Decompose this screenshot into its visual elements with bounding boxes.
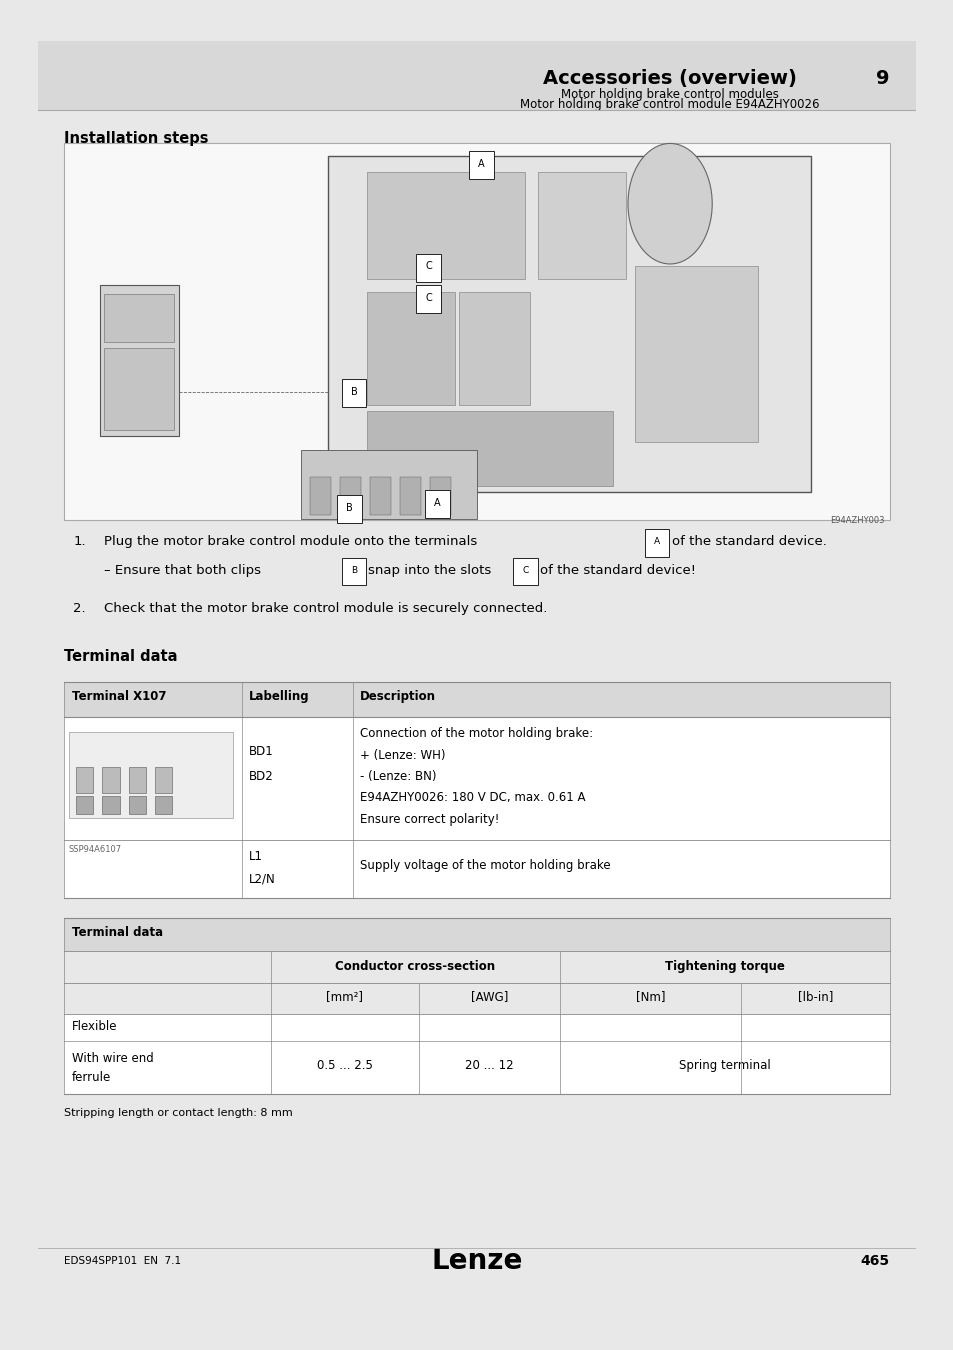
- Bar: [104, 294, 174, 342]
- Text: - (Lenze: BN): - (Lenze: BN): [360, 769, 436, 783]
- Bar: [76, 796, 93, 814]
- Text: Lenze: Lenze: [431, 1247, 522, 1274]
- Bar: [367, 410, 613, 486]
- Text: EDS94SPP101  EN  7.1: EDS94SPP101 EN 7.1: [65, 1256, 181, 1266]
- Bar: [399, 478, 420, 516]
- FancyBboxPatch shape: [425, 490, 449, 517]
- Bar: [69, 732, 233, 818]
- Bar: [370, 478, 391, 516]
- Text: – Ensure that both clips: – Ensure that both clips: [104, 564, 261, 576]
- Bar: [339, 478, 361, 516]
- Bar: [429, 478, 450, 516]
- Text: Labelling: Labelling: [249, 690, 309, 702]
- Text: [mm²]: [mm²]: [326, 990, 363, 1003]
- Text: A: A: [434, 498, 440, 508]
- Bar: [65, 1041, 888, 1094]
- Text: of the standard device.: of the standard device.: [671, 535, 826, 548]
- Text: B: B: [351, 387, 357, 397]
- Bar: [65, 1014, 888, 1041]
- FancyBboxPatch shape: [341, 558, 366, 586]
- Text: B: B: [346, 502, 353, 513]
- Text: Accessories (overview): Accessories (overview): [542, 69, 796, 88]
- Bar: [99, 285, 178, 436]
- Text: Description: Description: [360, 690, 436, 702]
- Text: Terminal X107: Terminal X107: [71, 690, 166, 702]
- Text: Terminal data: Terminal data: [65, 649, 178, 664]
- Bar: [537, 173, 625, 279]
- Bar: [76, 767, 93, 792]
- FancyBboxPatch shape: [341, 379, 366, 408]
- Text: Flexible: Flexible: [71, 1019, 117, 1033]
- Bar: [104, 348, 174, 429]
- Text: 9: 9: [875, 69, 888, 88]
- Text: Spring terminal: Spring terminal: [678, 1058, 770, 1072]
- Bar: [102, 767, 120, 792]
- Text: BD1: BD1: [249, 745, 274, 757]
- Text: snap into the slots: snap into the slots: [368, 564, 491, 576]
- Text: B: B: [351, 566, 356, 575]
- Bar: [635, 266, 757, 443]
- Text: + (Lenze: WH): + (Lenze: WH): [360, 749, 445, 761]
- Bar: [65, 682, 888, 717]
- Text: Installation steps: Installation steps: [65, 131, 209, 146]
- Text: of the standard device!: of the standard device!: [539, 564, 696, 576]
- Text: L1: L1: [249, 850, 263, 863]
- Text: 1.: 1.: [73, 535, 86, 548]
- FancyBboxPatch shape: [644, 529, 668, 556]
- Text: Motor holding brake control module E94AZHY0026: Motor holding brake control module E94AZ…: [519, 99, 819, 111]
- Bar: [65, 983, 888, 1014]
- Text: E94AZHY0026: 180 V DC, max. 0.61 A: E94AZHY0026: 180 V DC, max. 0.61 A: [360, 791, 585, 805]
- FancyBboxPatch shape: [469, 151, 493, 178]
- Text: BD2: BD2: [249, 769, 274, 783]
- Bar: [154, 767, 172, 792]
- Text: A: A: [477, 158, 484, 169]
- Text: 20 ... 12: 20 ... 12: [464, 1058, 513, 1072]
- Text: Motor holding brake control modules: Motor holding brake control modules: [560, 88, 779, 101]
- Text: Connection of the motor holding brake:: Connection of the motor holding brake:: [360, 728, 593, 740]
- Text: Plug the motor brake control module onto the terminals: Plug the motor brake control module onto…: [104, 535, 476, 548]
- Text: [Nm]: [Nm]: [635, 990, 664, 1003]
- Bar: [65, 143, 888, 520]
- Bar: [65, 717, 888, 840]
- Bar: [65, 918, 888, 950]
- Text: Terminal data: Terminal data: [71, 926, 162, 938]
- FancyBboxPatch shape: [416, 254, 440, 282]
- Bar: [310, 478, 331, 516]
- Text: SSP94A6107: SSP94A6107: [69, 845, 122, 855]
- Text: 2.: 2.: [73, 602, 86, 614]
- Text: 0.5 ... 2.5: 0.5 ... 2.5: [316, 1058, 373, 1072]
- FancyBboxPatch shape: [416, 285, 440, 313]
- Text: [lb-in]: [lb-in]: [797, 990, 832, 1003]
- Bar: [367, 173, 525, 279]
- Text: 465: 465: [860, 1254, 888, 1268]
- Bar: [38, 40, 915, 109]
- Text: A: A: [653, 537, 659, 545]
- Text: Supply voltage of the motor holding brake: Supply voltage of the motor holding brak…: [360, 859, 610, 872]
- Bar: [367, 292, 455, 405]
- Text: C: C: [521, 566, 528, 575]
- Text: Stripping length or contact length: 8 mm: Stripping length or contact length: 8 mm: [65, 1108, 293, 1118]
- Text: [AWG]: [AWG]: [470, 990, 508, 1003]
- Bar: [301, 450, 476, 518]
- Bar: [129, 767, 146, 792]
- Text: C: C: [425, 293, 432, 302]
- Bar: [328, 157, 810, 493]
- Text: Check that the motor brake control module is securely connected.: Check that the motor brake control modul…: [104, 602, 547, 614]
- Text: Tightening torque: Tightening torque: [664, 960, 783, 972]
- Text: E94AZHY003: E94AZHY003: [830, 516, 884, 525]
- Bar: [65, 950, 888, 983]
- FancyBboxPatch shape: [337, 495, 361, 522]
- Text: With wire end
ferrule: With wire end ferrule: [71, 1053, 153, 1084]
- Bar: [459, 292, 529, 405]
- Bar: [65, 840, 888, 898]
- Text: Ensure correct polarity!: Ensure correct polarity!: [360, 813, 499, 826]
- Text: L2/N: L2/N: [249, 873, 275, 886]
- FancyBboxPatch shape: [513, 558, 537, 586]
- Text: Conductor cross-section: Conductor cross-section: [335, 960, 495, 972]
- Bar: [154, 796, 172, 814]
- Text: C: C: [425, 262, 432, 271]
- Bar: [129, 796, 146, 814]
- Circle shape: [627, 143, 712, 265]
- Bar: [102, 796, 120, 814]
